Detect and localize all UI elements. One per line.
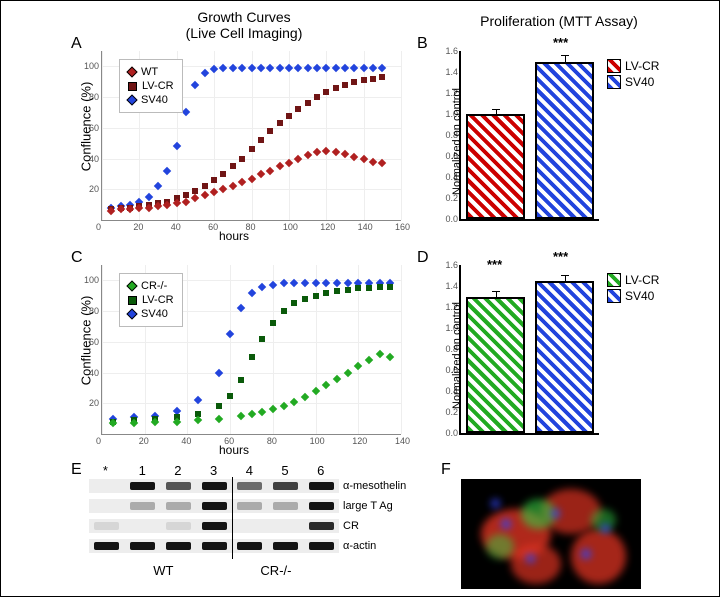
chart-c-legend: CR-/- LV-CR SV40 (119, 273, 183, 327)
sv40-marker-icon (126, 94, 137, 105)
bar-d-leg-sv40: SV40 (625, 289, 654, 303)
panel-f-label: F (441, 461, 451, 479)
legend-sv40-c: SV40 (141, 308, 168, 320)
bar-b-leg-lvcr: LV-CR (625, 59, 659, 73)
bar-b-sig: *** (553, 35, 568, 50)
bar-chart-d: 0.00.20.40.60.81.01.21.41.6 (459, 265, 599, 435)
legend-wt: WT (141, 66, 158, 78)
wt-marker-icon (126, 66, 137, 77)
sv40-marker-c-icon (126, 308, 137, 319)
crko-marker-icon (126, 280, 137, 291)
bar-d-legend: LV-CR SV40 (607, 271, 659, 305)
legend-sv40-a: SV40 (141, 94, 168, 106)
swatch-sv40-icon (607, 75, 621, 89)
bar-d-leg-lvcr: LV-CR (625, 273, 659, 287)
chart-c-ylabel: Confluence (%) (78, 296, 93, 386)
bar-d-ylabel: Normalized on control (451, 269, 463, 409)
header-left-2: (Live Cell Imaging) (134, 25, 354, 41)
swatch-lvcr-icon (607, 59, 621, 73)
legend-lvcr-c: LV-CR (142, 294, 174, 306)
bar-b-legend: LV-CR SV40 (607, 57, 659, 91)
chart-a-xlabel: hours (219, 229, 249, 243)
bar-d-sig1: *** (487, 257, 502, 272)
legend-crko: CR-/- (141, 280, 167, 292)
header-right: Proliferation (MTT Assay) (444, 13, 674, 29)
bar-b-ylabel: Normalized on control (451, 55, 463, 195)
lvcr-marker-icon (128, 82, 137, 91)
panel-b-label: B (417, 35, 428, 53)
bar-b-leg-sv40: SV40 (625, 75, 654, 89)
lvcr-marker-c-icon (128, 296, 137, 305)
legend-lvcr-a: LV-CR (142, 80, 174, 92)
swatch-sv40-d-icon (607, 289, 621, 303)
panel-c-label: C (71, 249, 83, 267)
panel-a-label: A (71, 35, 82, 53)
bar-d-sig2: *** (553, 249, 568, 264)
bar-chart-b: 0.00.20.40.60.81.01.21.41.6 (459, 51, 599, 221)
panel-d-label: D (417, 249, 429, 267)
chart-a-ylabel: Confluence (%) (78, 82, 93, 172)
chart-a-legend: WT LV-CR SV40 (119, 59, 183, 113)
chart-c-xlabel: hours (219, 443, 249, 457)
swatch-lvcr-d-icon (607, 273, 621, 287)
panel-e-label: E (71, 461, 82, 479)
western-blot-e: *123456α-mesothelinlarge T AgCRα-actinWT… (89, 479, 409, 589)
header-left-1: Growth Curves (134, 9, 354, 25)
fluorescence-image-f (461, 479, 641, 589)
